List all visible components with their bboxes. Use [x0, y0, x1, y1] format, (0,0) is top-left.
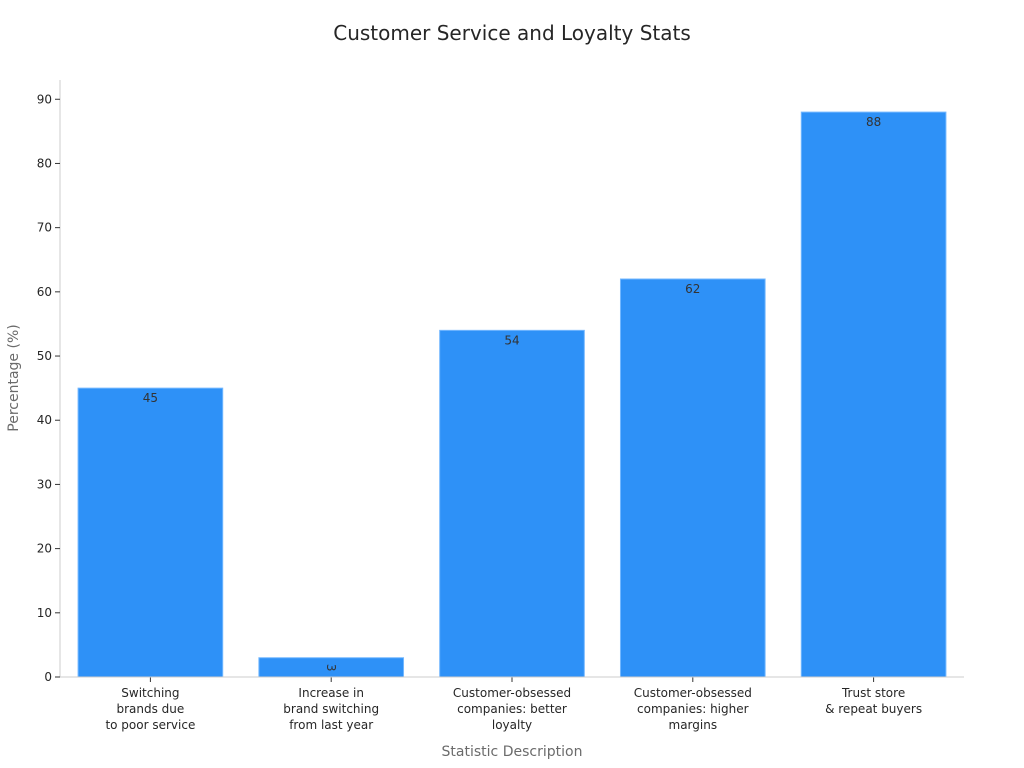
y-axis-title: Percentage (%) [6, 324, 22, 431]
labels-layer: 45 Switching brands due to poor service 3 Inc… [37, 92, 922, 732]
chart-title: Customer Service and Loyalty Stats [333, 21, 691, 45]
bar-4 [619, 278, 766, 678]
y-tick-label-80: 80 [37, 156, 52, 170]
x-tick-label-5: Trust store & repeat buyers [825, 686, 922, 716]
x-axis-title: Statistic Description [442, 744, 583, 760]
x-tick-label-4: Customer-obsessed companies: higher margin… [634, 686, 752, 732]
y-tick-label-10: 10 [37, 606, 52, 620]
y-tick-label-50: 50 [37, 349, 52, 363]
y-tick-label-30: 30 [37, 477, 52, 491]
data-label-3: 54 [504, 333, 519, 347]
y-tick-label-70: 70 [37, 221, 52, 235]
x-tick-label-1: Switching brands due to poor service [105, 686, 195, 732]
data-label-5: 88 [866, 115, 881, 129]
bar-3 [439, 329, 585, 678]
y-tick-label-90: 90 [37, 92, 52, 106]
data-label-4: 62 [685, 282, 700, 296]
y-tick-label-40: 40 [37, 413, 52, 427]
data-label-2: 3 [324, 664, 338, 672]
bar-5 [800, 111, 947, 678]
bar-1 [77, 387, 224, 678]
y-tick-label-0: 0 [44, 670, 52, 684]
axes-layer [55, 80, 964, 682]
x-tick-label-2: Increase in brand switching from last year [283, 686, 379, 732]
bars-layer [77, 111, 947, 678]
y-tick-label-20: 20 [37, 542, 52, 556]
x-tick-label-3: Customer-obsessed companies: better loyalt… [453, 686, 571, 732]
data-label-1: 45 [143, 391, 158, 405]
y-tick-label-60: 60 [37, 285, 52, 299]
